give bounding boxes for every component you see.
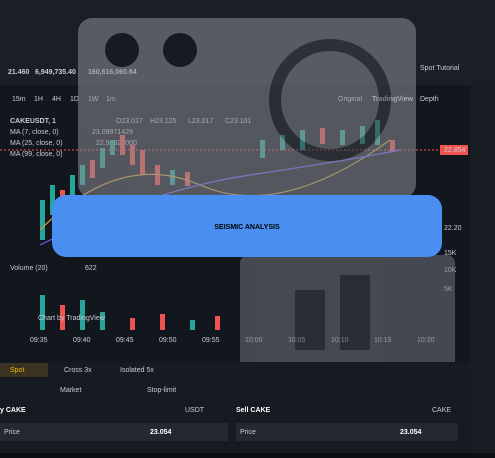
interval[interactable]: 4H [52, 96, 61, 103]
ma-label: MA (25, close, 0) [10, 140, 63, 147]
interval[interactable]: 1H [34, 96, 43, 103]
symbol: CAKEUSDT, 1 [10, 118, 56, 125]
time-label: 09:35 [30, 337, 48, 344]
tab[interactable]: Isolated 5x [120, 367, 154, 374]
volume-bars [40, 295, 220, 330]
stat: 6,949,735.40 [35, 69, 76, 76]
side-panel [470, 85, 495, 453]
tab[interactable]: Spot [10, 367, 24, 374]
chart-credit: Chart by TradingView [38, 315, 106, 322]
buy-heading: y CAKE [0, 407, 26, 414]
price-tag [440, 145, 468, 155]
stat: 21.460 [8, 69, 30, 76]
overlay-icon [78, 18, 455, 395]
tutorial-link[interactable]: Spot Tutorial [420, 65, 460, 72]
tab[interactable]: Cross 3x [64, 367, 92, 374]
currency: USDT [185, 407, 205, 414]
volume-label: Volume (20) [10, 265, 48, 272]
price-axis-label: 22.20 [444, 225, 462, 232]
time-label: 09:55 [202, 337, 220, 344]
input[interactable] [0, 423, 228, 441]
order-type[interactable]: Stop-limit [147, 387, 176, 394]
sell-heading: Sell CAKE [236, 407, 271, 414]
time-label: 09:50 [159, 337, 177, 344]
time-label: 09:45 [116, 337, 134, 344]
price-input: 23.054 [150, 429, 172, 436]
ma-label: MA (99, close, 0) [10, 151, 63, 158]
time-label: 09:40 [73, 337, 91, 344]
active-tab [0, 363, 48, 377]
view-tab[interactable]: Depth [420, 96, 439, 103]
title-badge [52, 195, 442, 257]
current-price: 22.854 [444, 147, 466, 154]
currency: CAKE [432, 407, 451, 414]
price-axis-label: 15K [444, 250, 457, 257]
volume-value: 622 [85, 265, 97, 272]
input[interactable] [236, 423, 458, 441]
ma-label: MA (7, close, 0) [10, 129, 59, 136]
price-input: 23.054 [400, 429, 422, 436]
interval[interactable]: 1D [70, 96, 79, 103]
input-label: Price [4, 429, 20, 436]
interval[interactable]: 15m [12, 96, 26, 103]
order-type[interactable]: Market [60, 387, 81, 394]
title: SEISMIC ANALYSIS [214, 224, 280, 231]
input-label: Price [240, 429, 256, 436]
